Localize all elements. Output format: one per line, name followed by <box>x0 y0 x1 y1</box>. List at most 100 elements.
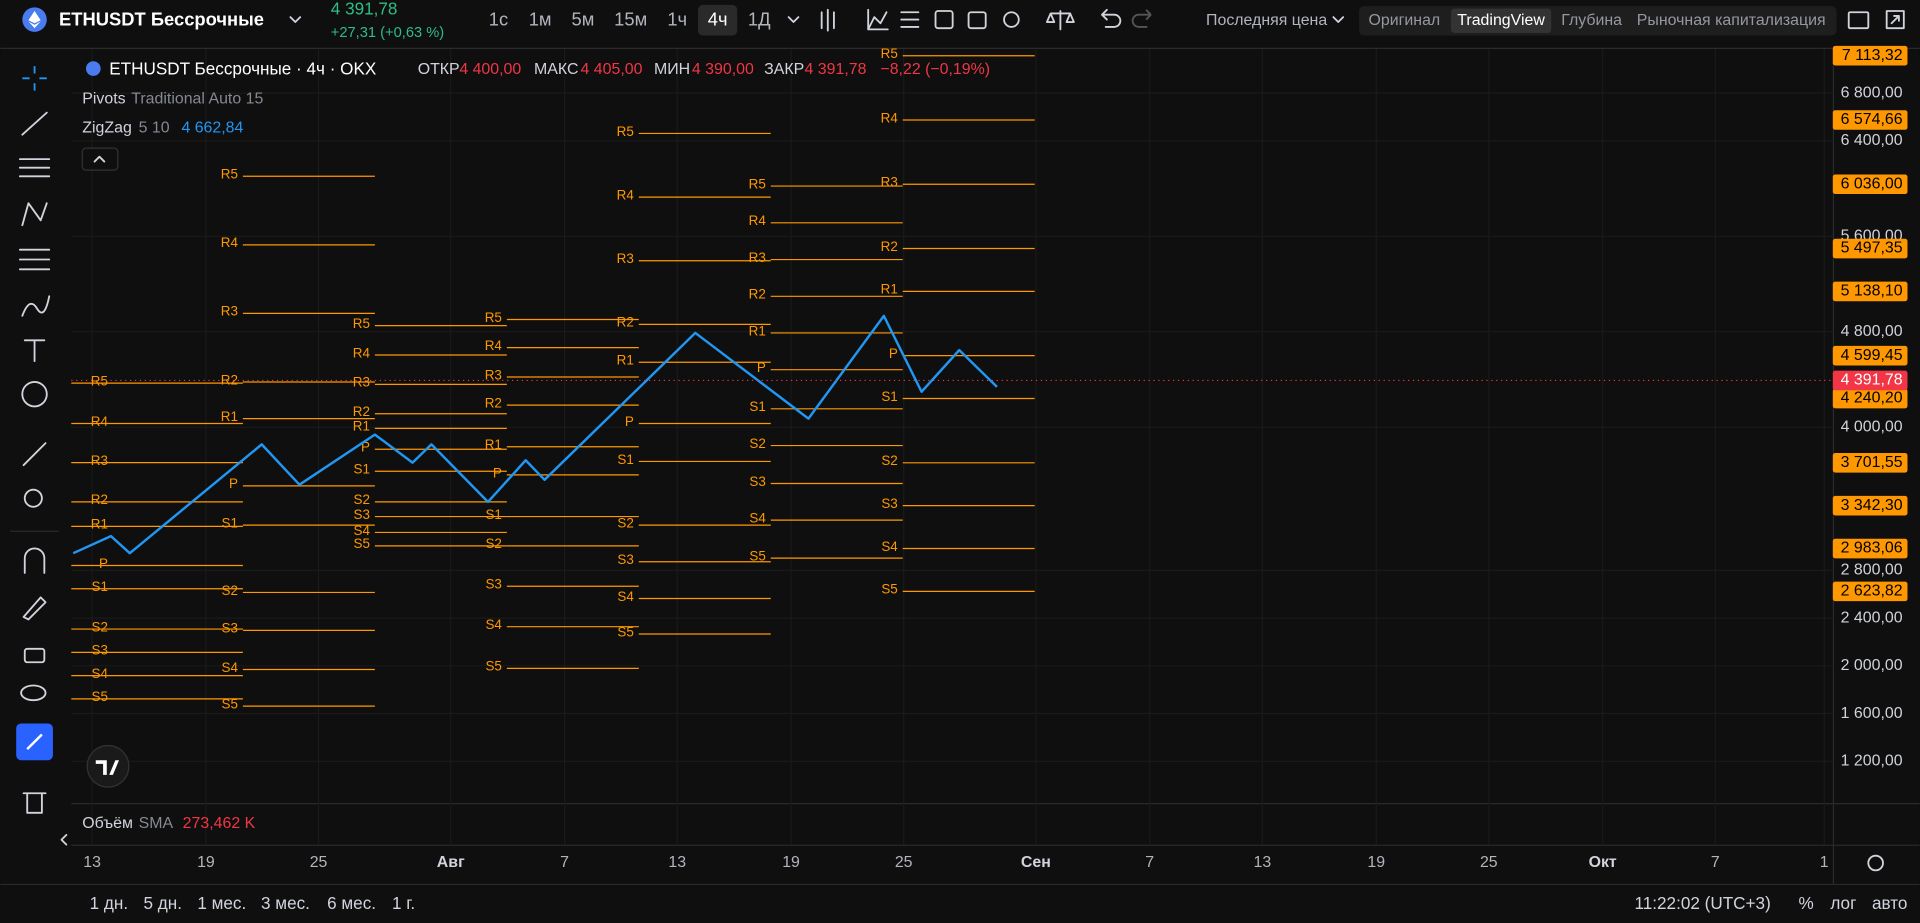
fullscreen-icon[interactable] <box>1885 10 1905 30</box>
plot: R5R4R3R2R1PS1S2S3S4S5R5R4R3R2R1PS1S2S3S4… <box>71 46 1833 711</box>
lock-drawing-tool[interactable] <box>22 596 47 621</box>
link-icon <box>26 733 43 751</box>
pivot-label: S3 <box>749 474 765 489</box>
pivot-label: R5 <box>881 46 898 61</box>
x-tick-label: 25 <box>1480 854 1498 871</box>
alert-icon[interactable] <box>934 10 954 30</box>
pivot-label: S3 <box>92 643 108 658</box>
view-tab[interactable]: Глубина <box>1561 12 1622 29</box>
compare-icon[interactable] <box>1045 10 1075 31</box>
interval-button[interactable]: 4ч <box>708 9 728 30</box>
x-tick-label: 7 <box>1711 854 1720 871</box>
symbol[interactable]: ETHUSDT Бессрочные <box>59 9 264 30</box>
pivot-label: S3 <box>485 577 501 592</box>
magnet-tool[interactable] <box>23 547 46 574</box>
brush-tool[interactable] <box>21 295 51 317</box>
range-button[interactable]: 3 мес. <box>261 893 310 913</box>
text-tool[interactable] <box>23 339 46 363</box>
visibility-tool[interactable] <box>20 684 47 702</box>
x-tick-label: 7 <box>560 854 569 871</box>
range-button[interactable]: 6 мес. <box>327 893 376 913</box>
pivot-label: S5 <box>222 696 238 711</box>
pivot-label: R1 <box>881 282 898 297</box>
view-tab[interactable]: Рыночная капитализация <box>1637 12 1826 29</box>
scale-option[interactable]: авто <box>1872 893 1907 913</box>
collapse-legend[interactable] <box>81 147 119 171</box>
range-button[interactable]: 1 г. <box>392 893 415 913</box>
pivot-label: R4 <box>617 187 635 202</box>
ohlc-value: 4 405,00 <box>581 61 643 78</box>
ruler-tool[interactable] <box>22 442 47 467</box>
interval-button[interactable]: 1с <box>489 9 508 30</box>
price-tag <box>1832 581 1908 602</box>
redo-icon[interactable] <box>1131 9 1152 28</box>
emoji-tool[interactable] <box>21 381 48 408</box>
price-tag <box>1832 388 1908 409</box>
interval-button[interactable]: 1ч <box>667 9 687 30</box>
view-tab[interactable]: TradingView <box>1457 12 1545 29</box>
price-tag-label: 6 574,66 <box>1841 111 1903 128</box>
pivot-label: R1 <box>221 409 238 424</box>
scale-option[interactable]: % <box>1799 893 1814 913</box>
interval-button[interactable]: 15м <box>614 9 647 30</box>
pivot-label: R2 <box>617 315 634 330</box>
fib-tool[interactable] <box>18 158 51 178</box>
pivot-label: P <box>229 476 238 491</box>
indicator-params: Traditional Auto 15 <box>131 90 263 107</box>
price-tag <box>1832 538 1908 559</box>
axis-settings[interactable] <box>1867 854 1884 872</box>
pivot-label: S2 <box>485 536 501 551</box>
scale-option[interactable]: лог <box>1830 893 1856 913</box>
volume-name[interactable]: Объём <box>82 815 133 832</box>
collapse-toolbar[interactable] <box>60 833 68 846</box>
pivot-label: S5 <box>749 548 765 563</box>
list-icon[interactable] <box>900 11 920 28</box>
symbol-dropdown[interactable] <box>289 16 302 23</box>
pivot-label: S4 <box>485 617 502 632</box>
range-button[interactable]: 1 дн. <box>90 893 129 913</box>
delete-tool[interactable] <box>22 792 47 814</box>
ohlc-value: 4 390,00 <box>692 61 754 78</box>
indicator-name[interactable]: ZigZag <box>82 120 132 137</box>
range-button[interactable]: 5 дн. <box>144 893 183 913</box>
x-tick-label: 13 <box>668 854 686 871</box>
crosshair-tool[interactable] <box>22 66 47 91</box>
line-tool[interactable] <box>21 111 48 136</box>
pivot-label: S2 <box>749 436 765 451</box>
y-tick-label: 6 800,00 <box>1841 84 1903 101</box>
calendar-icon[interactable] <box>967 11 987 30</box>
pivot-label: S5 <box>881 582 897 597</box>
indicators-icon[interactable] <box>867 8 889 31</box>
pivot-label: P <box>361 440 370 455</box>
undo-icon[interactable] <box>1101 8 1122 28</box>
pivot-label: S1 <box>881 389 897 404</box>
price-source-dropdown[interactable] <box>1332 16 1345 23</box>
price-tag <box>1832 281 1908 302</box>
interval-button[interactable]: 5м <box>572 9 595 30</box>
ohlc-label: ЗАКР <box>764 61 804 78</box>
indicator-name[interactable]: Pivots <box>82 90 125 107</box>
pivot-label: P <box>493 465 502 480</box>
pivot-label: R4 <box>353 345 371 360</box>
pivot-label: R1 <box>91 517 108 532</box>
range-button[interactable]: 1 мес. <box>197 893 246 913</box>
chart-type-icon[interactable] <box>820 8 835 32</box>
pattern-tool[interactable] <box>21 202 48 227</box>
ohlc-value: 4 400,00 <box>459 61 521 78</box>
layout-icon[interactable] <box>1847 11 1870 30</box>
interval-dropdown[interactable] <box>787 16 800 23</box>
pivot-label: S2 <box>881 453 897 468</box>
settings-icon[interactable] <box>1003 11 1020 28</box>
lock-tool[interactable] <box>23 647 46 664</box>
y-tick-label: 2 800,00 <box>1841 562 1903 579</box>
zoom-tool[interactable] <box>23 488 43 508</box>
prediction-tool[interactable] <box>18 248 51 271</box>
interval-button[interactable]: 1Д <box>748 9 771 30</box>
pivot-label: R2 <box>91 492 108 507</box>
price-tag-label: 7 113,32 <box>1842 47 1903 64</box>
view-tab[interactable]: Оригинал <box>1369 12 1441 29</box>
interval-button[interactable]: 1м <box>529 9 552 30</box>
price-tag-label: 2 983,06 <box>1841 540 1903 557</box>
price-source[interactable]: Последняя цена <box>1206 12 1327 29</box>
tv-logo[interactable] <box>86 744 130 788</box>
